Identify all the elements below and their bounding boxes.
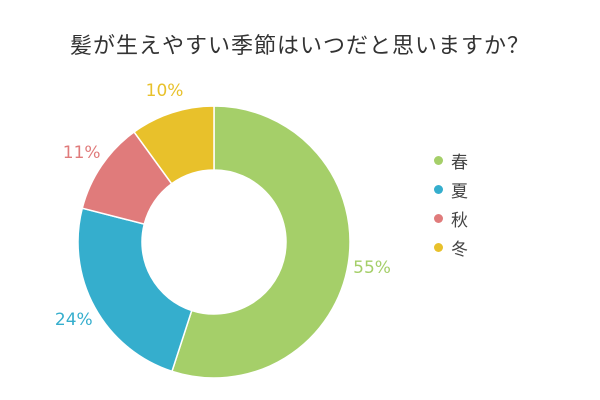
slice-spring[interactable] <box>171 105 351 379</box>
data-label-summer: 24% <box>55 310 93 330</box>
slice-winter[interactable] <box>133 105 215 185</box>
chart-title: 髪が生えやすい季節はいつだと思いますか？ <box>69 34 530 59</box>
data-label-autumn: 11% <box>63 143 101 163</box>
legend-label-summer: 夏 <box>451 182 468 202</box>
slice-summer[interactable] <box>77 207 193 373</box>
legend-swatch-spring <box>434 156 443 165</box>
legend-swatch-winter <box>434 243 443 252</box>
legend-item-autumn[interactable]: 秋 <box>434 204 468 233</box>
legend-item-summer[interactable]: 夏 <box>434 175 468 204</box>
legend-item-winter[interactable]: 冬 <box>434 233 468 262</box>
data-label-winter: 10% <box>146 81 184 101</box>
legend-swatch-autumn <box>434 214 443 223</box>
legend-label-autumn: 秋 <box>451 211 468 231</box>
legend-label-spring: 春 <box>451 153 468 173</box>
legend-item-spring[interactable]: 春 <box>434 146 468 175</box>
legend: 春 夏 秋 冬 <box>434 146 468 262</box>
data-label-spring: 55% <box>353 258 391 278</box>
legend-label-winter: 冬 <box>451 240 468 260</box>
legend-swatch-summer <box>434 185 443 194</box>
